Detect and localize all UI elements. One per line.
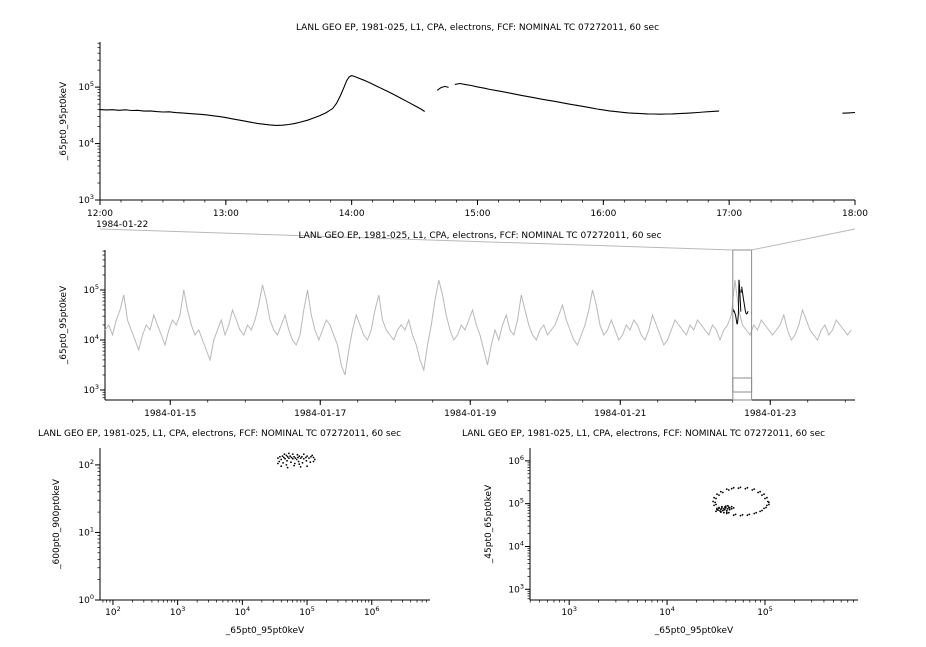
- scatter-panel-left: 100 101 102 102 103 104 105 106: [78, 448, 430, 618]
- svg-text:105: 105: [78, 80, 94, 93]
- context-highlight-trace: [732, 279, 742, 325]
- svg-text:101: 101: [78, 525, 94, 538]
- zoom-panel-ylabel: _65pt0_95pt0keV: [59, 81, 69, 161]
- svg-text:1984-01-23: 1984-01-23: [744, 409, 796, 419]
- context-selection-box[interactable]: [732, 249, 753, 401]
- svg-text:1984-01-15: 1984-01-15: [144, 409, 196, 419]
- svg-text:104: 104: [508, 539, 524, 552]
- svg-text:104: 104: [235, 605, 251, 618]
- zoom-panel-canvas[interactable]: [100, 42, 855, 200]
- svg-text:105: 105: [757, 605, 773, 618]
- svg-text:105: 105: [83, 283, 99, 296]
- svg-text:103: 103: [561, 605, 577, 618]
- context-panel-axes: 103 104 105 1984-01-15 1984-01-17 1984-01-19 1…: [83, 250, 855, 419]
- svg-text:13:00: 13:00: [213, 209, 239, 219]
- svg-text:104: 104: [83, 333, 99, 346]
- zoom-panel-series: [99, 75, 856, 126]
- svg-text:14:00: 14:00: [339, 209, 365, 219]
- link-line-left: [99, 228, 733, 251]
- zoom-panel-title: LANL GEO EP, 1981-025, L1, CPA, electron…: [295, 23, 660, 33]
- svg-text:104: 104: [659, 605, 675, 618]
- scatter-panel-right-axes: 103 104 105 106 103 104 105: [508, 448, 858, 618]
- context-panel-canvas[interactable]: [105, 250, 855, 400]
- scatter-panel-right-canvas[interactable]: [530, 448, 858, 600]
- svg-text:104: 104: [78, 137, 94, 150]
- svg-text:15:00: 15:00: [465, 209, 491, 219]
- zoom-panel: 103 104 105 12:00 13:00 14:00 15:00 16:00 17:00 1…: [78, 42, 868, 219]
- scatter-panel-left-canvas[interactable]: [100, 448, 430, 600]
- svg-text:1984-01-19: 1984-01-19: [444, 409, 497, 419]
- scatter-right-title: LANL GEO EP, 1981-025, L1, CPA, electron…: [462, 429, 826, 439]
- svg-text:102: 102: [78, 458, 94, 471]
- context-panel: 103 104 105 1984-01-15 1984-01-17 1984-01-19 1…: [83, 250, 855, 419]
- scatter-left-xlabel: _65pt0_95pt0keV: [225, 626, 305, 636]
- svg-text:103: 103: [83, 383, 99, 396]
- svg-text:17:00: 17:00: [716, 209, 742, 219]
- scatter-panel-left-points: [277, 452, 316, 469]
- svg-text:106: 106: [508, 454, 524, 467]
- svg-text:100: 100: [78, 593, 94, 606]
- svg-text:1984-01-17: 1984-01-17: [294, 409, 346, 419]
- context-panel-ylabel: _65pt0_95pt0keV: [59, 285, 69, 365]
- scatter-panel-left-axes: 100 101 102 102 103 104 105 106: [78, 448, 430, 618]
- svg-text:18:00: 18:00: [842, 209, 868, 219]
- svg-text:103: 103: [508, 582, 524, 595]
- scatter-right-xlabel: _65pt0_95pt0keV: [654, 626, 734, 636]
- svg-text:106: 106: [364, 605, 380, 618]
- scatter-panel-right-points: [712, 486, 770, 517]
- context-highlight-trace: [741, 286, 749, 315]
- svg-text:105: 105: [508, 497, 524, 510]
- scatter-right-ylabel: _45pt0_65pt0keV: [484, 484, 494, 564]
- zoom-panel-axes: 103 104 105 12:00 13:00 14:00 15:00 16:00 17:00 1…: [78, 42, 868, 219]
- svg-text:1984-01-21: 1984-01-21: [594, 409, 646, 419]
- scatter-left-title: LANL GEO EP, 1981-025, L1, CPA, electron…: [38, 429, 402, 439]
- svg-text:102: 102: [105, 605, 121, 618]
- context-panel-title: LANL GEO EP, 1981-025, L1, CPA, electron…: [298, 231, 662, 241]
- context-overlay: [99, 228, 856, 401]
- zoom-panel-context-date: 1984-01-22: [96, 220, 149, 230]
- svg-text:103: 103: [170, 605, 186, 618]
- scatter-panel-right: 103 104 105 106 103 104 105: [508, 448, 858, 618]
- scatter-left-ylabel: _600pt0_900pt0keV: [52, 479, 62, 569]
- selection-handle[interactable]: [732, 377, 753, 393]
- svg-text:16:00: 16:00: [590, 209, 616, 219]
- svg-text:12:00: 12:00: [87, 209, 113, 219]
- context-panel-series: [104, 279, 852, 376]
- link-line-right: [751, 228, 856, 251]
- svg-text:103: 103: [78, 193, 94, 206]
- svg-text:105: 105: [299, 605, 315, 618]
